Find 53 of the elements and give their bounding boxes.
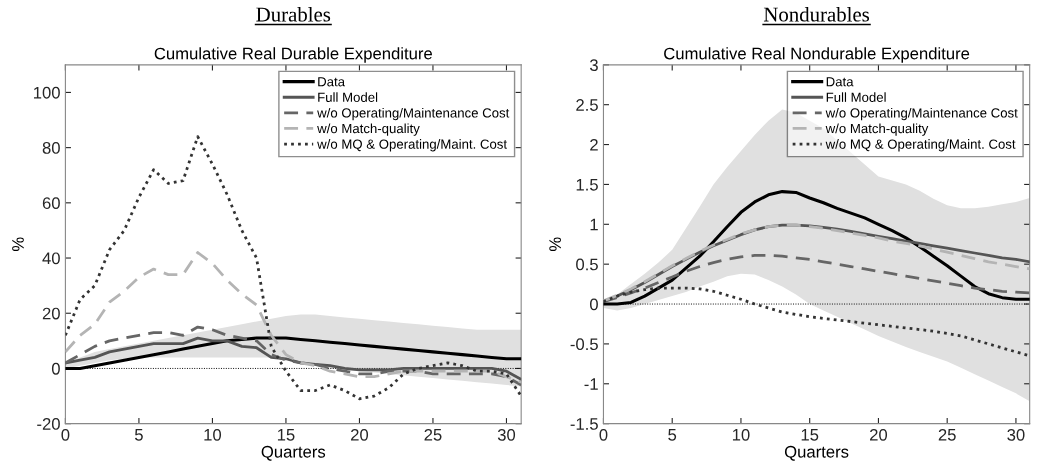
line-series [65,135,522,401]
y-axis-title: % [12,237,24,252]
chart-title: Durables [256,6,331,22]
y-tick-label: -20 [37,418,60,430]
chart-title: Nondurables [763,6,870,22]
legend-label: Data [318,77,346,87]
y-tick-label: 1 [590,218,598,231]
x-tick-label: 0 [599,428,608,441]
x-tick-label: 15 [277,429,295,441]
x-tick-label: 10 [732,428,750,441]
legend-label: w/o Match-quality [317,123,420,136]
y-tick-label: 80 [42,142,60,154]
legend-label: w/o Match-quality [825,123,929,136]
legend-label: w/o MQ & Operating/Maint. Cost [825,139,1016,152]
legend-label: w/o MQ & Operating/Maint. Cost [317,139,507,152]
y-tick-label: 2 [590,138,598,151]
y-tick-label: 100 [34,86,60,99]
x-tick-label: 20 [870,428,888,441]
x-tick-label: 5 [134,429,143,441]
y-tick-label: -1.5 [570,418,598,430]
x-axis-title: Quarters [784,445,849,461]
y-tick-label: 0 [589,298,598,311]
x-tick-label: 10 [204,428,222,441]
y-tick-label: -0.5 [570,338,598,351]
legend-label: Full Model [318,92,378,102]
chart-subtitle: Cumulative Real Durable Expenditure [154,47,432,63]
line-series [603,286,1030,358]
y-tick-label: 0.5 [576,258,598,271]
y-tick-label: 1.5 [576,179,598,191]
y-tick-label: 20 [42,307,60,320]
x-tick-label: 0 [61,428,70,441]
y-axis-title: % [549,237,561,252]
x-tick-label: 25 [424,428,442,441]
y-tick-label: 0 [51,362,60,375]
y-tick-label: 40 [42,252,60,265]
x-tick-label: 20 [351,428,369,441]
x-tick-label: 15 [801,429,819,441]
y-tick-label: 3 [589,59,598,72]
legend-label: w/o Operating/Maintenance Cost [825,107,1018,121]
chart-subtitle: Cumulative Real Nondurable Expenditure [664,47,970,63]
x-tick-label: 5 [668,429,677,441]
x-tick-label: 30 [497,428,516,441]
y-tick-label: 2.5 [576,99,598,111]
y-tick-label: 60 [42,197,60,210]
line-series [65,251,522,384]
legend-label: w/o Operating/Maintenance Cost [317,107,510,121]
x-tick-label: 25 [938,428,956,441]
legend-label: Data [826,77,854,87]
y-tick-label: -1 [584,378,598,390]
x-tick-label: 30 [1007,428,1025,441]
x-axis-title: Quarters [261,445,326,461]
legend-label: Full Model [826,92,886,102]
line-series [65,325,522,387]
